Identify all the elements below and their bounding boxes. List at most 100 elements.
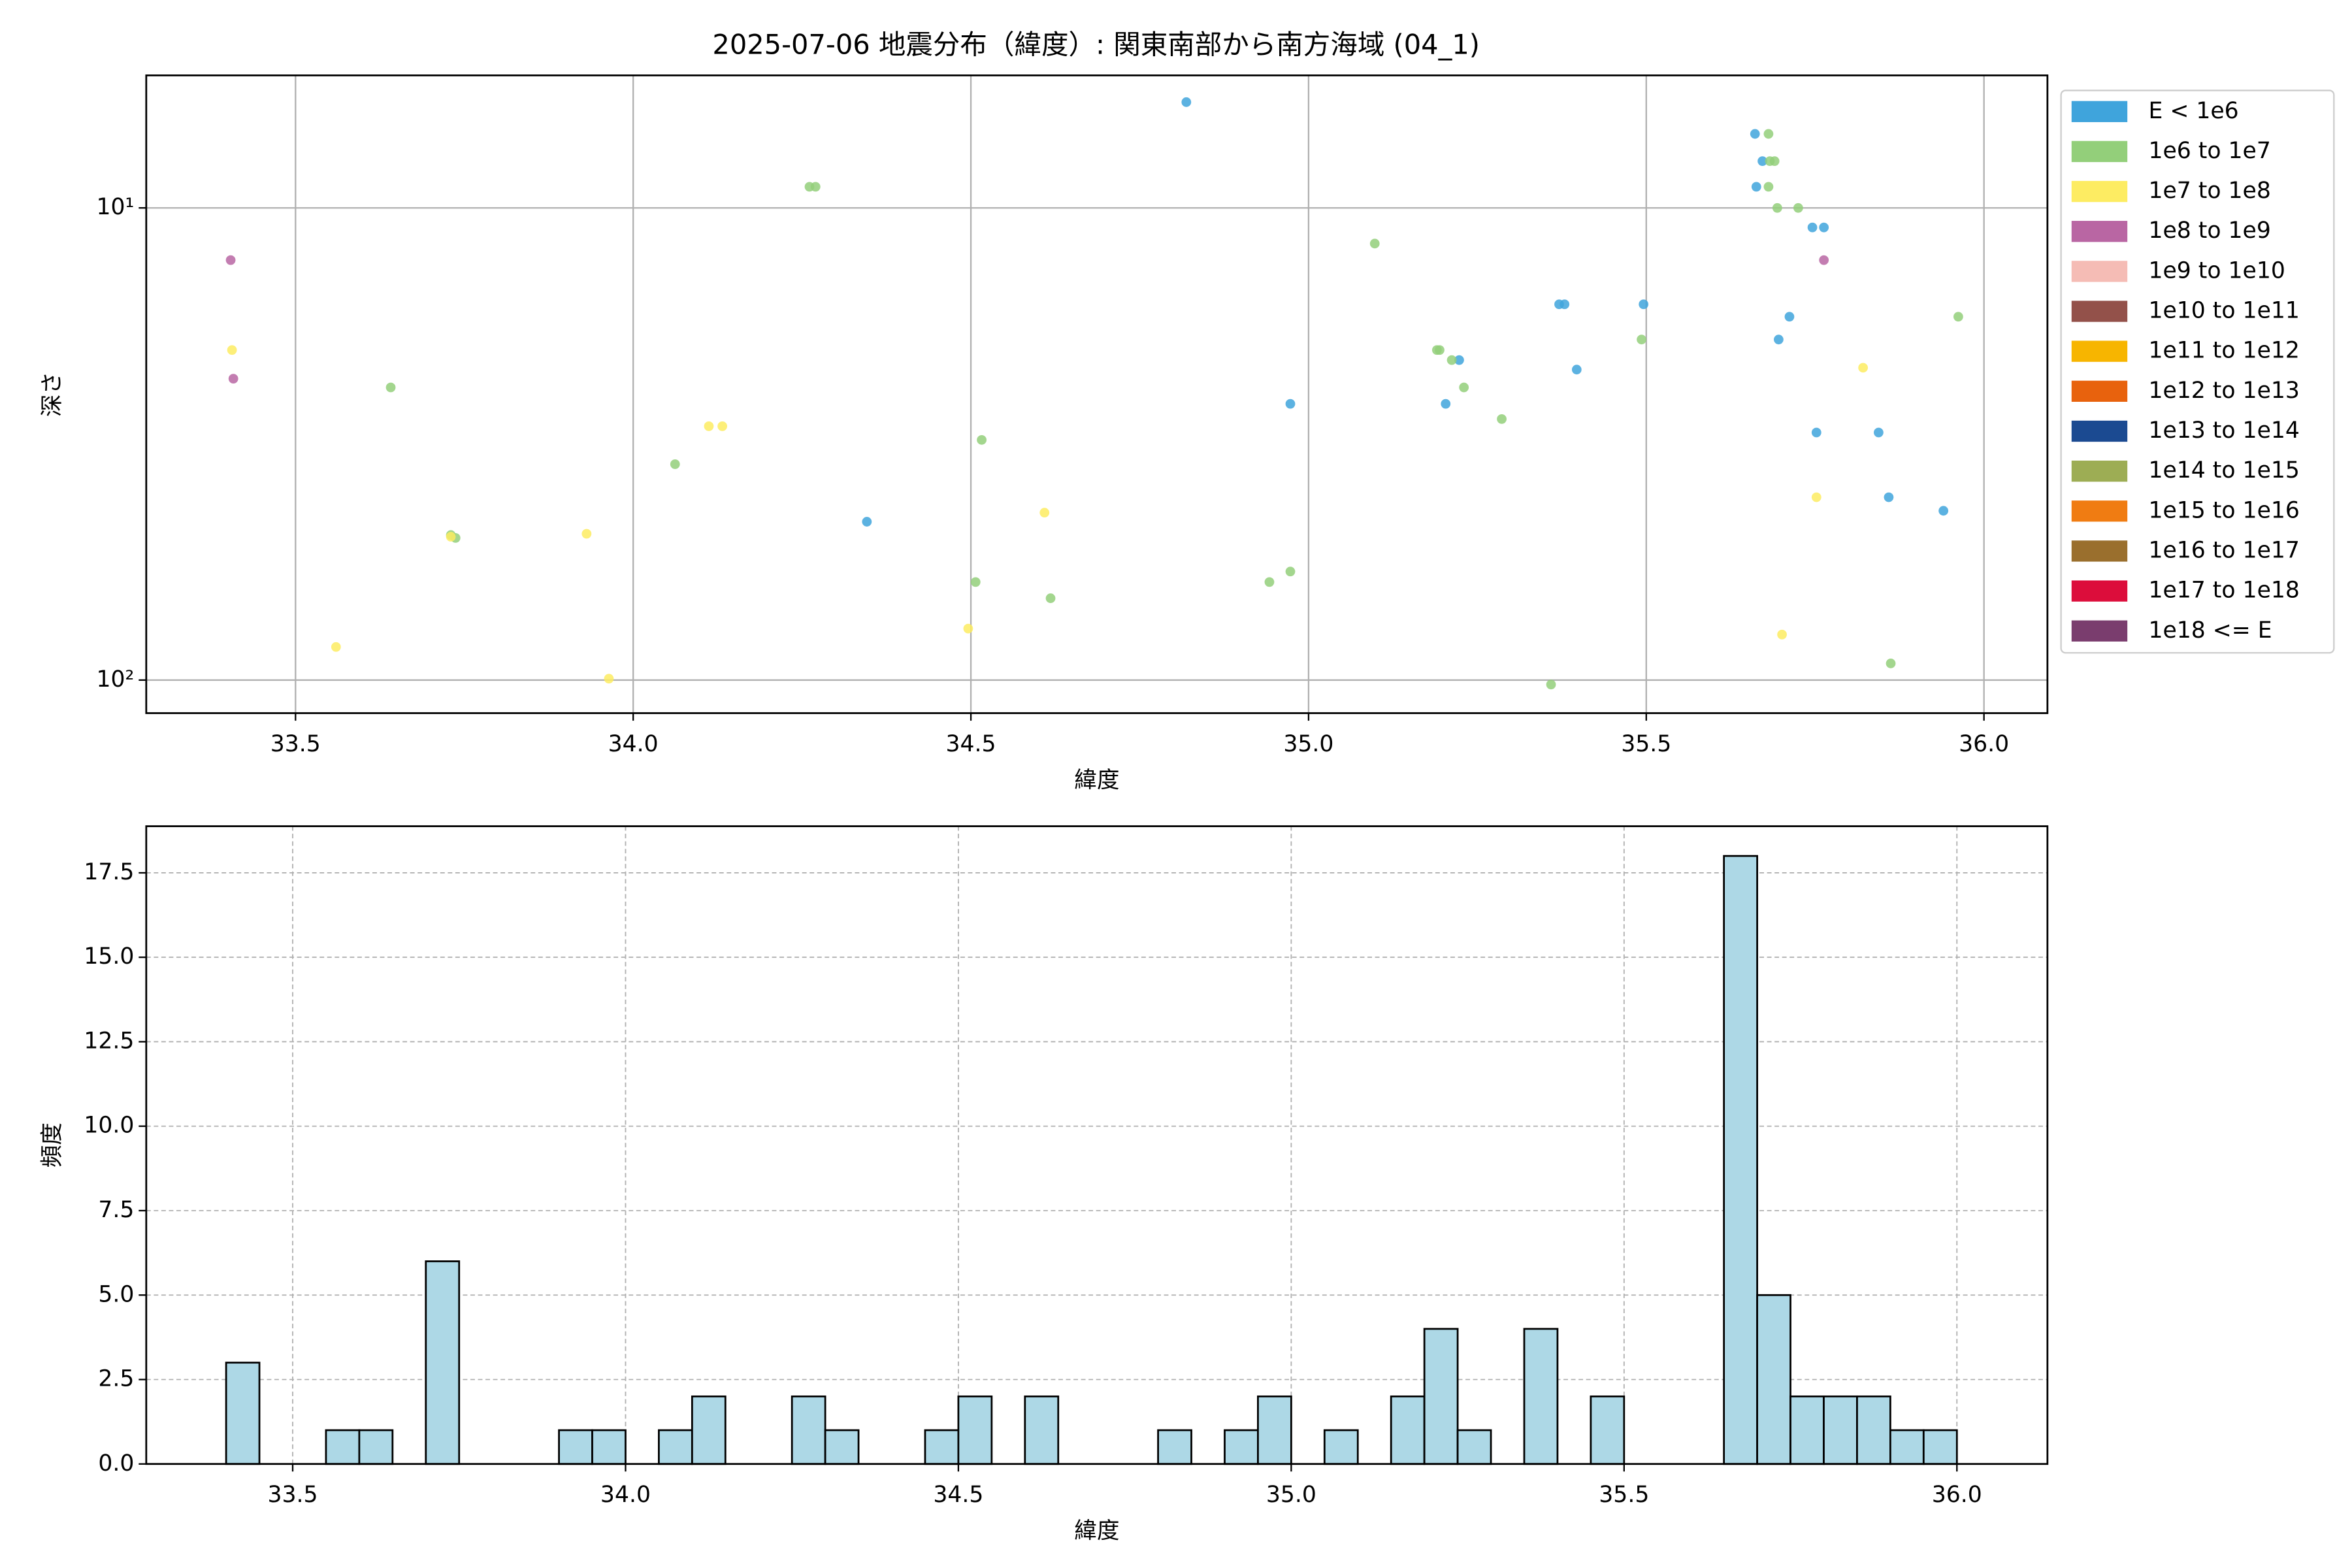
legend-label: E < 1e6 [2148, 98, 2238, 124]
legend-label: 1e7 to 1e8 [2148, 178, 2270, 204]
legend-swatch [2071, 140, 2128, 163]
point [810, 182, 821, 192]
point [1938, 506, 1949, 516]
y-tick-label: 12.5 [84, 1028, 134, 1054]
bar [1856, 1395, 1891, 1465]
legend-label: 1e6 to 1e7 [2148, 138, 2270, 164]
legend-label: 1e10 to 1e11 [2148, 298, 2299, 324]
legend-label: 1e11 to 1e12 [2148, 338, 2299, 364]
legend-swatch [2071, 261, 2128, 282]
point [1039, 508, 1050, 518]
legend-swatch [2071, 620, 2128, 642]
legend-swatch [2071, 461, 2128, 482]
legend-label: 1e9 to 1e10 [2148, 257, 2285, 284]
point [1571, 365, 1582, 375]
chart-title: 2025-07-06 地震分布（緯度）: 関東南部から南方海域 (04_1) [712, 29, 1480, 61]
point [970, 577, 981, 587]
point [1285, 566, 1296, 577]
point [1819, 255, 1829, 265]
point [1750, 129, 1760, 139]
point [963, 623, 973, 634]
point [1369, 238, 1380, 249]
bar [691, 1395, 727, 1465]
point [1886, 659, 1896, 668]
bar [1423, 1328, 1459, 1465]
plot-frame [145, 74, 2049, 714]
legend-swatch [2071, 500, 2128, 522]
legend-label: 1e13 to 1e14 [2148, 417, 2299, 444]
point [1757, 156, 1767, 166]
legend-swatch [2071, 540, 2128, 562]
bar [1889, 1429, 1925, 1465]
bar [1789, 1395, 1825, 1465]
point [1560, 299, 1570, 310]
y-axis-label: 頻度 [39, 1122, 65, 1168]
bar [1390, 1395, 1426, 1465]
point [446, 532, 456, 542]
x-tick-label: 33.5 [270, 731, 321, 757]
bar [824, 1429, 860, 1465]
legend-swatch [2071, 580, 2128, 602]
point [1811, 427, 1821, 438]
plot-frame [145, 825, 2049, 1465]
point [1454, 355, 1464, 365]
x-tick-label: 35.5 [1599, 1482, 1649, 1508]
point [717, 421, 728, 431]
point [385, 382, 396, 393]
point [1441, 399, 1451, 409]
legend-swatch [2071, 380, 2128, 402]
point [1884, 492, 1894, 502]
bar [1723, 855, 1758, 1465]
legend-label: 1e8 to 1e9 [2148, 218, 2270, 244]
y-tick-label: 5.0 [98, 1281, 134, 1307]
bar [558, 1429, 593, 1465]
point [1751, 182, 1761, 192]
y-tick-label: 2.5 [98, 1366, 134, 1392]
legend-swatch [2071, 221, 2128, 242]
point [1763, 129, 1774, 139]
bar [591, 1429, 627, 1465]
point [1181, 97, 1192, 107]
x-tick-label: 36.0 [1959, 731, 2009, 757]
x-tick-label: 34.0 [600, 1482, 651, 1508]
point [1774, 335, 1784, 345]
point [1793, 203, 1803, 213]
y-tick-label: 10.0 [84, 1113, 134, 1139]
bar [425, 1260, 461, 1465]
point [331, 642, 341, 652]
point [862, 517, 872, 527]
point [704, 421, 714, 431]
x-tick-label: 36.0 [1932, 1482, 1982, 1508]
bar [358, 1429, 394, 1465]
bar [1756, 1294, 1791, 1465]
legend-label: 1e15 to 1e16 [2148, 497, 2299, 523]
point [228, 374, 238, 384]
y-tick-label: 10² [96, 666, 134, 693]
point [1769, 156, 1780, 166]
y-tick-label: 17.5 [84, 859, 134, 885]
point [977, 434, 987, 445]
bar [1224, 1429, 1259, 1465]
point [1819, 222, 1829, 233]
bar [1456, 1429, 1492, 1465]
y-tick-label: 0.0 [98, 1450, 134, 1477]
x-tick-label: 33.5 [267, 1482, 318, 1508]
bar [1523, 1328, 1559, 1465]
bar [1323, 1429, 1359, 1465]
point [670, 459, 680, 469]
point [1777, 629, 1787, 640]
point [1874, 427, 1884, 438]
point [581, 529, 592, 539]
bar [1823, 1395, 1858, 1465]
legend-label: 1e16 to 1e17 [2148, 537, 2299, 563]
bar [1157, 1429, 1192, 1465]
y-tick-label: 10¹ [96, 194, 134, 220]
bar [225, 1362, 261, 1465]
legend-box [2060, 90, 2335, 654]
legend-swatch [2071, 101, 2128, 122]
point [1807, 222, 1818, 233]
point [1639, 299, 1649, 310]
bar [791, 1395, 826, 1465]
